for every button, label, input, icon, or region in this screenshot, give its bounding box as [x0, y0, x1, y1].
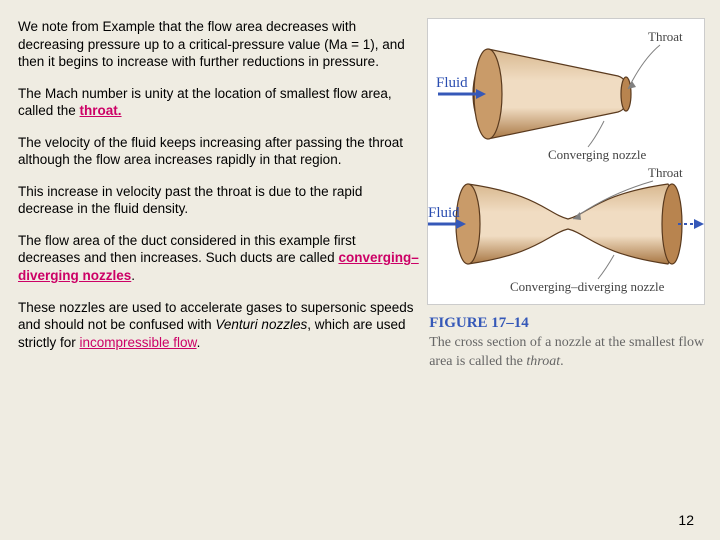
converging-pointer — [588, 121, 604, 147]
convdiv-pointer — [598, 255, 614, 279]
p2-text: The Mach number is unity at the location… — [18, 86, 392, 119]
paragraph-4: This increase in velocity past the throa… — [18, 183, 421, 218]
caption-italic: throat — [526, 354, 560, 369]
nozzle-diagram: Fluid Throat Converging nozzle Fluid — [428, 19, 704, 304]
converging-label: Converging nozzle — [548, 147, 647, 162]
paragraph-3: The velocity of the fluid keeps increasi… — [18, 134, 421, 169]
paragraph-6: These nozzles are used to accelerate gas… — [18, 299, 421, 352]
page-number: 12 — [678, 512, 694, 528]
caption-a: The cross section of a nozzle at the sma… — [429, 335, 704, 369]
fluid-label-2: Fluid — [428, 205, 460, 221]
throat-pointer-head-2 — [573, 212, 581, 220]
throat-label-1: Throat — [648, 29, 683, 44]
figure-box: Fluid Throat Converging nozzle Fluid — [427, 18, 705, 305]
figure-caption: The cross section of a nozzle at the sma… — [429, 334, 706, 372]
caption-b: . — [560, 354, 564, 369]
fluid-label-1: Fluid — [436, 75, 468, 91]
figure-column: Fluid Throat Converging nozzle Fluid — [427, 18, 706, 530]
p5-text-a: The flow area of the duct considered in … — [18, 233, 356, 266]
figure-number: FIGURE 17–14 — [429, 315, 706, 332]
keyword-throat: throat. — [80, 103, 122, 118]
text-column: We note from Example that the flow area … — [18, 18, 421, 530]
paragraph-2: The Mach number is unity at the location… — [18, 85, 421, 120]
converging-throat — [621, 77, 631, 111]
p6-text-c: . — [197, 335, 201, 350]
p5-text-b: . — [131, 268, 135, 283]
throat-label-2: Throat — [648, 165, 683, 180]
keyword-incompressible-flow: incompressible flow — [80, 335, 197, 350]
convdiv-label: Converging–diverging nozzle — [510, 279, 665, 294]
exit-arrowhead — [694, 219, 704, 229]
paragraph-5: The flow area of the duct considered in … — [18, 232, 421, 285]
paragraph-1: We note from Example that the flow area … — [18, 18, 421, 71]
convdiv-nozzle-shape — [456, 184, 680, 264]
italic-venturi: Venturi nozzles — [215, 317, 307, 332]
